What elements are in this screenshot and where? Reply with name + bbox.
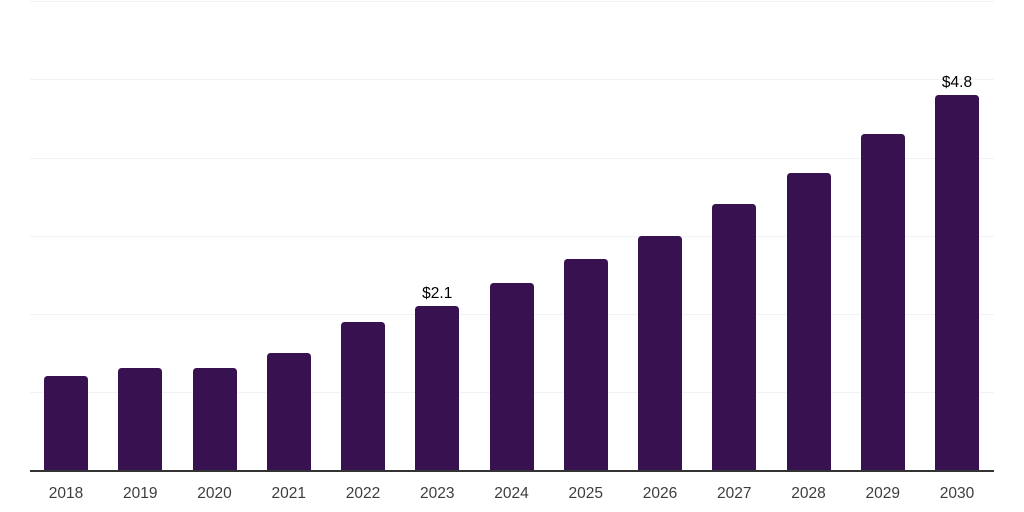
x-tick-label-2028: 2028	[791, 485, 826, 502]
bar-value-label-2030: $4.8	[941, 74, 973, 91]
bar-2018	[44, 376, 88, 470]
bar-2024	[489, 282, 534, 470]
bar-2027	[712, 204, 757, 470]
gridline-5	[30, 79, 994, 81]
gridline-4	[30, 157, 994, 159]
x-tick-label-2019: 2019	[123, 485, 158, 502]
x-tick-label-2030: 2030	[939, 485, 975, 502]
gridline-6	[30, 1, 994, 3]
bar-2022	[341, 321, 385, 470]
x-tick-label-2025: 2025	[568, 485, 603, 502]
x-tick-label-2023: 2023	[420, 485, 455, 502]
x-tick-label-2029: 2029	[865, 485, 900, 502]
bar-2021	[266, 352, 311, 470]
x-tick-label-2024: 2024	[494, 485, 529, 502]
bar-2030	[935, 95, 979, 470]
x-tick-label-2026: 2026	[642, 485, 678, 502]
x-tick-label-2020: 2020	[197, 485, 232, 502]
bar-2025	[563, 259, 608, 470]
x-tick-label-2027: 2027	[717, 485, 752, 502]
gridline-3	[30, 235, 994, 237]
x-tick-label-2021: 2021	[271, 485, 306, 502]
x-tick-label-2018: 2018	[48, 485, 84, 502]
x-tick-label-2022: 2022	[345, 485, 381, 502]
bar-2029	[860, 134, 905, 470]
x-axis-line	[30, 470, 994, 472]
bar-value-label-2023: $2.1	[422, 284, 453, 302]
bar-2023	[415, 305, 460, 470]
bar-2020	[192, 368, 237, 470]
bar-2026	[638, 235, 682, 470]
bar-2019	[118, 368, 163, 470]
bar-2028	[786, 173, 831, 470]
